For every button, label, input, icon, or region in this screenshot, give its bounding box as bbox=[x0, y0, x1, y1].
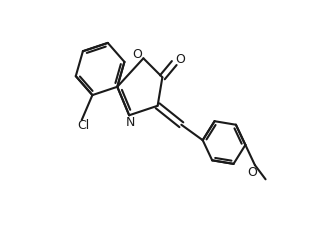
Text: O: O bbox=[248, 166, 258, 179]
Text: O: O bbox=[132, 48, 142, 61]
Text: O: O bbox=[175, 53, 185, 66]
Text: Cl: Cl bbox=[77, 120, 89, 132]
Text: N: N bbox=[126, 116, 135, 129]
